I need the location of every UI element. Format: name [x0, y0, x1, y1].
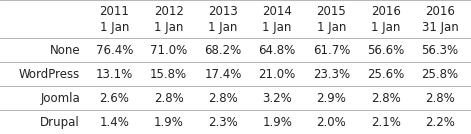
Text: Drupal: Drupal: [41, 116, 80, 129]
Text: 2011: 2011: [99, 5, 129, 18]
Text: 1 Jan: 1 Jan: [317, 21, 346, 34]
Text: 21.0%: 21.0%: [259, 68, 296, 81]
Text: 2016: 2016: [425, 5, 455, 18]
Text: 68.2%: 68.2%: [204, 44, 242, 57]
Text: 71.0%: 71.0%: [150, 44, 187, 57]
Text: 1 Jan: 1 Jan: [208, 21, 237, 34]
Text: None: None: [49, 44, 80, 57]
Text: 2.1%: 2.1%: [371, 116, 401, 129]
Text: 2014: 2014: [262, 5, 292, 18]
Text: 2.9%: 2.9%: [317, 92, 347, 105]
Text: 2.8%: 2.8%: [154, 92, 184, 105]
Text: 64.8%: 64.8%: [259, 44, 296, 57]
Text: 56.6%: 56.6%: [367, 44, 405, 57]
Text: 13.1%: 13.1%: [96, 68, 133, 81]
Text: 1.9%: 1.9%: [154, 116, 184, 129]
Text: 17.4%: 17.4%: [204, 68, 242, 81]
Text: 2.6%: 2.6%: [99, 92, 129, 105]
Text: 25.8%: 25.8%: [422, 68, 459, 81]
Text: 23.3%: 23.3%: [313, 68, 350, 81]
Text: 1 Jan: 1 Jan: [371, 21, 400, 34]
Text: 15.8%: 15.8%: [150, 68, 187, 81]
Text: WordPress: WordPress: [19, 68, 80, 81]
Text: 25.6%: 25.6%: [367, 68, 405, 81]
Text: 31 Jan: 31 Jan: [422, 21, 458, 34]
Text: 1 Jan: 1 Jan: [154, 21, 183, 34]
Text: 2013: 2013: [208, 5, 238, 18]
Text: 1.4%: 1.4%: [99, 116, 129, 129]
Text: 61.7%: 61.7%: [313, 44, 350, 57]
Text: 2015: 2015: [317, 5, 346, 18]
Text: 2.8%: 2.8%: [208, 92, 238, 105]
Text: 2.8%: 2.8%: [425, 92, 455, 105]
Text: 1.9%: 1.9%: [262, 116, 292, 129]
Text: 2.0%: 2.0%: [317, 116, 346, 129]
Text: 1 Jan: 1 Jan: [99, 21, 129, 34]
Text: 2.3%: 2.3%: [208, 116, 238, 129]
Text: 2016: 2016: [371, 5, 401, 18]
Text: 1 Jan: 1 Jan: [262, 21, 292, 34]
Text: Joomla: Joomla: [41, 92, 80, 105]
Text: 2012: 2012: [154, 5, 184, 18]
Text: 56.3%: 56.3%: [422, 44, 459, 57]
Text: 2.2%: 2.2%: [425, 116, 455, 129]
Text: 76.4%: 76.4%: [96, 44, 133, 57]
Text: 2.8%: 2.8%: [371, 92, 401, 105]
Text: 3.2%: 3.2%: [262, 92, 292, 105]
